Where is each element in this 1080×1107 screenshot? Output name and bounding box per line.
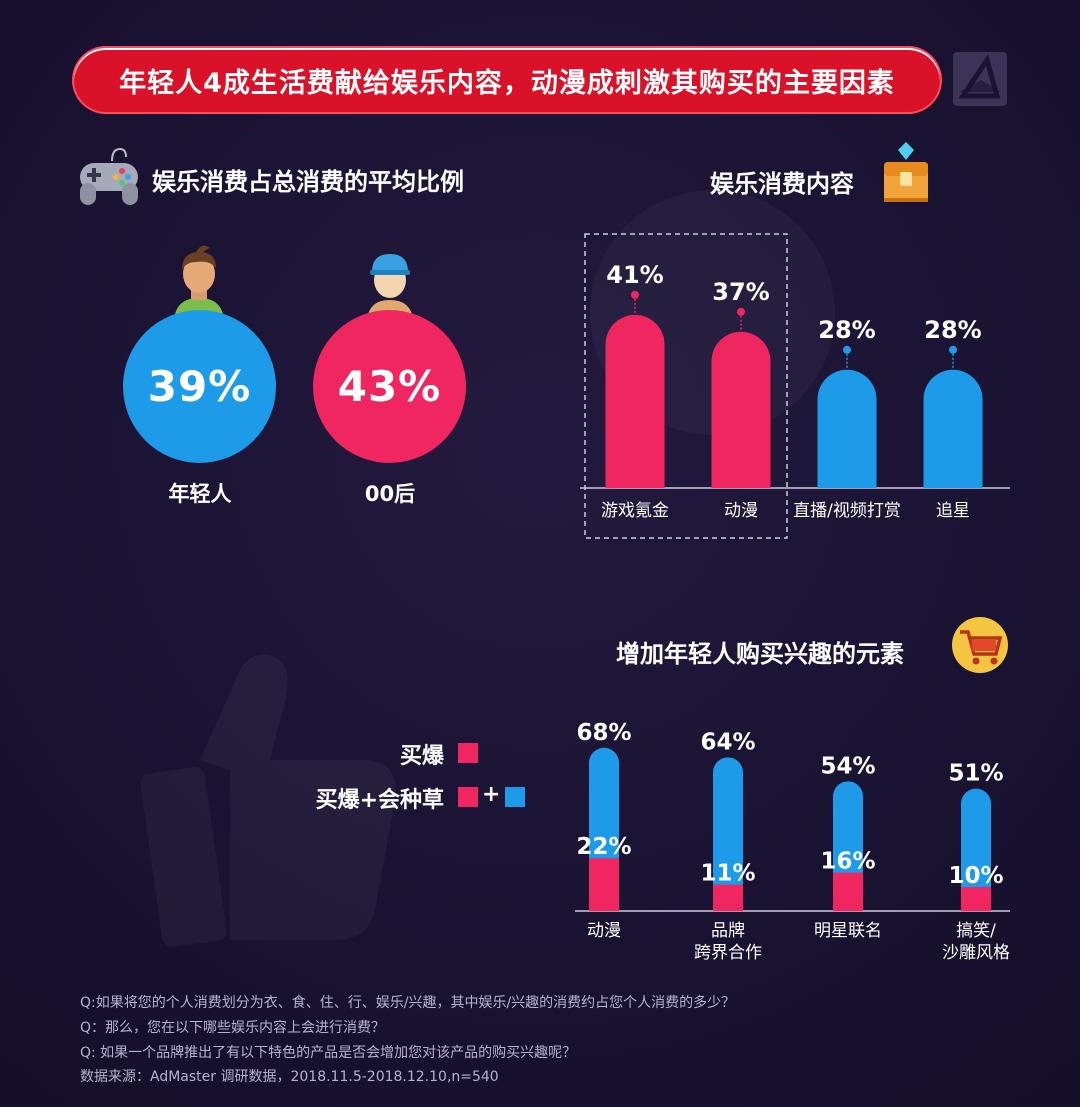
interest-total-value-label-2: 54% <box>820 753 875 779</box>
avatar-00s-person <box>367 254 413 320</box>
interest-total-value-label-3: 51% <box>948 761 1003 787</box>
legend-plus-sign: + <box>482 782 501 807</box>
content-bar-0 <box>605 314 665 488</box>
interest-bar-total-3 <box>961 788 991 911</box>
content-bar-dot-3 <box>949 345 957 354</box>
content-bar-1 <box>711 331 771 488</box>
interest-bar-buy-1 <box>713 884 743 911</box>
interest-total-value-label-0: 68% <box>576 720 631 746</box>
interest-category-label-1-0: 品牌 <box>711 921 745 941</box>
section-title-entertainment-content: 娱乐消费内容 <box>710 170 854 198</box>
page-title-banner: 年轻人4成生活费献给娱乐内容，动漫成刺激其购买的主要因素 <box>74 48 940 112</box>
content-bar-value-label-0: 41% <box>606 261 663 289</box>
young-people-ratio-value: 39% <box>147 362 252 411</box>
content-category-label-3: 追星 <box>936 501 970 521</box>
footnote-data-source: 数据来源：AdMaster 调研数据，2018.11.5-2018.12.10,… <box>80 1069 499 1085</box>
section-title-entertainment-ratio: 娱乐消费占总消费的平均比例 <box>152 168 464 196</box>
post00s-ratio-circle: 43% <box>313 310 466 463</box>
interest-category-label-0-0: 动漫 <box>587 921 621 941</box>
interest-category-label-2-0: 明星联名 <box>814 921 882 941</box>
content-bar-dot-0 <box>631 290 639 299</box>
interest-category-label-1-1: 跨界合作 <box>694 943 762 963</box>
shopping-cart-icon <box>952 617 1008 673</box>
legend-swatch-buy-pink <box>458 787 478 807</box>
content-bar-value-label-3: 28% <box>924 316 981 344</box>
interest-buy-value-label-1: 11% <box>700 861 755 887</box>
content-category-label-0: 游戏氪金 <box>601 501 669 521</box>
content-bar-value-label-2: 28% <box>818 316 875 344</box>
footnote-question-1: Q:如果将您的个人消费划分为衣、食、住、行、娱乐/兴趣，其中娱乐/兴趣的消费约占… <box>80 995 736 1011</box>
post00s-ratio-value: 43% <box>337 362 442 411</box>
footnote-question-2: Q：那么，您在以下哪些娱乐内容上会进行消费？ <box>80 1020 386 1036</box>
legend-swatch-recommend-blue <box>505 787 525 807</box>
interest-bar-total-1 <box>713 757 743 911</box>
entertainment-content-bar-chart: 41% 游戏氪金 37% 动漫 28% 直播/视频打赏 28% 追星 <box>580 233 1010 539</box>
brand-logo <box>953 52 1007 106</box>
page-title: 年轻人4成生活费献给娱乐内容，动漫成刺激其购买的主要因素 <box>119 67 895 99</box>
content-bar-2 <box>817 369 877 488</box>
young-people-ratio-circle: 39% <box>123 310 276 463</box>
interest-buy-value-label-2: 16% <box>820 849 875 875</box>
content-bar-dot-1 <box>737 307 745 316</box>
highlight-dashed-box <box>584 233 788 539</box>
avatar-young-person <box>174 245 224 320</box>
interest-bar-buy-3 <box>961 887 991 911</box>
content-bar-dot-2 <box>843 345 851 354</box>
content-bar-3 <box>923 369 983 488</box>
content-category-label-1: 动漫 <box>724 501 758 521</box>
interest-category-label-3-1: 沙雕风格 <box>942 943 1010 963</box>
treasure-chest-icon <box>884 142 928 202</box>
footnote-question-3: Q: 如果一个品牌推出了有以下特色的产品是否会增加您对该产品的购买兴趣呢？ <box>80 1045 577 1061</box>
post00s-label: 00后 <box>364 482 416 506</box>
legend-swatch-buy <box>458 743 478 763</box>
thumbs-up-watermark-icon <box>140 654 396 947</box>
legend-label-buy-and-recommend: 买爆+会种草 <box>315 788 444 813</box>
interest-bar-buy-0 <box>589 858 619 911</box>
content-bar-value-label-1: 37% <box>712 278 769 306</box>
interest-bar-buy-2 <box>833 872 863 911</box>
interest-buy-value-label-3: 10% <box>948 863 1003 889</box>
young-people-label: 年轻人 <box>168 482 232 506</box>
interest-total-value-label-1: 64% <box>700 729 755 755</box>
interest-category-label-3-0: 搞笑/ <box>956 921 996 941</box>
content-category-label-2: 直播/视频打赏 <box>793 501 901 521</box>
logo-triangle-icon <box>958 54 1001 99</box>
gamepad-icon <box>80 147 138 205</box>
legend-label-buy: 买爆 <box>399 744 444 769</box>
section-title-purchase-interest: 增加年轻人购买兴趣的元素 <box>616 640 904 668</box>
interest-buy-value-label-0: 22% <box>576 834 631 860</box>
